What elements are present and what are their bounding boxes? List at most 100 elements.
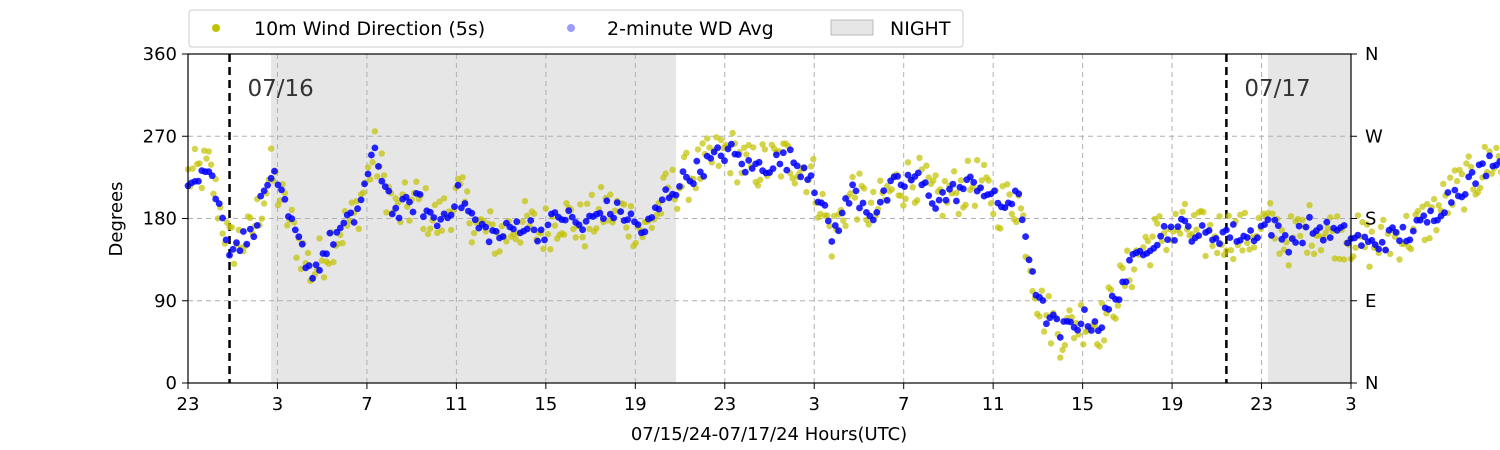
data-point — [662, 170, 669, 177]
data-point — [914, 197, 921, 204]
data-point — [869, 216, 877, 224]
data-point — [485, 238, 493, 246]
data-point — [326, 229, 334, 237]
data-point — [655, 205, 663, 213]
data-point — [291, 226, 299, 234]
data-point — [572, 234, 579, 241]
day-label: 07/16 — [248, 76, 314, 102]
data-point — [1018, 216, 1026, 224]
data-point — [970, 178, 978, 186]
data-point — [1435, 202, 1442, 209]
x-tick-label: 19 — [1161, 394, 1184, 415]
y-tick-label: 360 — [143, 44, 177, 65]
data-point — [1126, 256, 1133, 264]
data-point — [1025, 256, 1033, 264]
data-point — [1306, 213, 1313, 221]
x-tick-label: 11 — [982, 394, 1005, 415]
data-point — [274, 181, 282, 189]
data-point — [1440, 180, 1447, 188]
data-point — [901, 183, 908, 191]
data-point — [1066, 307, 1073, 314]
data-point — [521, 197, 529, 205]
data-point — [305, 262, 313, 269]
data-point — [607, 191, 614, 198]
data-point — [1229, 221, 1237, 228]
x-tick-label: 15 — [534, 394, 557, 415]
data-point — [930, 177, 937, 184]
data-point — [561, 216, 569, 224]
data-point — [1156, 213, 1163, 220]
data-point — [627, 203, 635, 210]
y-right-tick-label: E — [1365, 291, 1376, 312]
data-point — [1488, 170, 1496, 177]
data-point — [1468, 169, 1476, 176]
data-point — [883, 196, 891, 204]
data-point — [750, 144, 757, 151]
data-point — [854, 216, 861, 223]
data-point — [438, 227, 445, 234]
data-point — [1001, 204, 1009, 212]
data-point — [1396, 237, 1403, 245]
data-point — [1496, 158, 1500, 165]
data-point — [293, 254, 300, 261]
data-point — [1008, 210, 1015, 218]
data-point — [925, 174, 932, 181]
data-point — [212, 195, 220, 203]
data-point — [581, 243, 589, 250]
data-point — [676, 183, 683, 190]
data-point — [1276, 250, 1283, 257]
data-point — [374, 173, 381, 180]
data-point — [383, 209, 390, 216]
data-point — [1427, 207, 1434, 215]
data-point — [1297, 232, 1304, 240]
data-point — [625, 233, 632, 240]
data-point — [1472, 180, 1479, 188]
data-point — [380, 172, 388, 179]
data-point — [1463, 160, 1470, 167]
data-point — [1465, 153, 1472, 160]
data-point — [544, 221, 552, 229]
data-point — [1306, 201, 1313, 209]
data-point — [791, 180, 799, 187]
data-point — [1124, 247, 1131, 254]
data-point — [278, 186, 285, 194]
data-point — [704, 135, 711, 142]
data-point — [1448, 199, 1455, 206]
data-point — [1045, 293, 1052, 300]
data-point — [824, 217, 832, 225]
data-point — [700, 172, 708, 180]
data-point — [953, 189, 960, 197]
x-tick-label: 23 — [177, 394, 200, 415]
data-point — [427, 225, 434, 232]
data-point — [1209, 242, 1216, 250]
data-point — [229, 245, 237, 253]
x-tick-label: 7 — [361, 394, 372, 415]
data-point — [1144, 237, 1152, 245]
data-point — [246, 225, 254, 233]
data-point — [1128, 283, 1136, 291]
data-point — [1361, 233, 1369, 241]
data-point — [838, 209, 846, 217]
data-point — [754, 182, 762, 189]
data-point — [1358, 242, 1365, 250]
data-point — [717, 136, 725, 144]
data-point — [492, 228, 500, 235]
data-point — [632, 239, 639, 247]
data-point — [840, 217, 847, 224]
data-point — [1486, 152, 1493, 160]
data-point — [821, 201, 829, 209]
data-point — [1302, 223, 1310, 231]
data-point — [424, 230, 432, 238]
data-point — [1433, 227, 1440, 234]
data-point — [257, 192, 265, 200]
data-point — [939, 212, 946, 220]
data-point — [219, 230, 226, 237]
data-point — [734, 151, 742, 159]
data-point — [541, 236, 548, 244]
data-point — [565, 207, 573, 215]
data-point — [271, 167, 278, 175]
data-point — [312, 261, 320, 269]
data-point — [819, 190, 826, 198]
data-point — [1029, 268, 1036, 275]
y-right-tick-label: S — [1365, 209, 1376, 230]
